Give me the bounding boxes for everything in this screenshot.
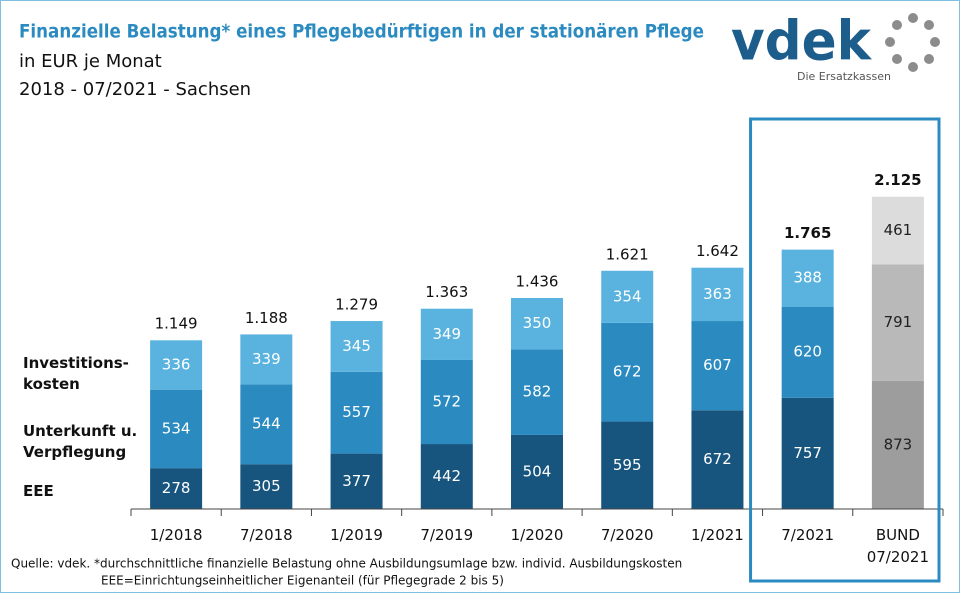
- data-label: 345: [342, 337, 371, 355]
- data-label: 461: [884, 221, 913, 239]
- bar-segment: [691, 410, 744, 509]
- bar-segment: [420, 308, 473, 360]
- data-label: 534: [162, 419, 191, 437]
- bar-segment: [871, 264, 924, 381]
- bar-segment: [150, 340, 203, 390]
- data-label: 620: [793, 343, 822, 361]
- bar-segment: [781, 397, 834, 509]
- bar-segment: [871, 380, 924, 509]
- data-label: 572: [432, 393, 461, 411]
- data-label: 873: [884, 435, 913, 453]
- data-label: 339: [252, 350, 281, 368]
- data-label: 278: [162, 479, 191, 497]
- bar-segment: [240, 464, 293, 509]
- x-tick-label: 7/2020: [600, 526, 654, 544]
- data-label: 544: [252, 415, 281, 433]
- data-label: 377: [342, 472, 371, 490]
- data-label: 557: [342, 403, 371, 421]
- data-label: 757: [793, 444, 822, 462]
- chart-subtitle: in EUR je Monat: [19, 51, 162, 72]
- total-label: 1.621: [606, 245, 649, 263]
- bar-segment: [691, 321, 744, 411]
- bar-segment: [240, 384, 293, 465]
- x-tick-label: 1/2018: [149, 526, 203, 544]
- legend-label: Investitions- kosten: [23, 354, 129, 393]
- data-label: 305: [252, 477, 281, 495]
- data-label: 349: [432, 325, 461, 343]
- x-tick-label: BUND 07/2021: [866, 526, 930, 566]
- logo-tagline: Die Ersatzkassen: [797, 70, 891, 83]
- logo-name: vdek: [731, 10, 872, 73]
- bar-segment: [420, 444, 473, 509]
- bar-segment: [691, 267, 744, 322]
- bar-segment: [781, 306, 834, 398]
- bar-segment: [871, 196, 924, 265]
- data-label: 672: [613, 363, 642, 381]
- bar-segment: [150, 468, 203, 509]
- bar-segment: [240, 334, 293, 385]
- x-tick-label: 7/2021: [781, 526, 835, 544]
- legend-label: Unterkunft u. Verpflegung: [23, 422, 138, 461]
- data-label: 388: [793, 269, 822, 287]
- total-label: 1.642: [696, 242, 739, 260]
- total-label: 1.149: [155, 315, 198, 333]
- x-tick-label: 7/2018: [239, 526, 293, 544]
- chart-title: Finanzielle Belastung* eines Pflegebedür…: [19, 21, 704, 43]
- data-label: 595: [613, 456, 642, 474]
- bar-segment: [511, 434, 563, 509]
- data-label: 363: [703, 285, 732, 303]
- x-tick-label: 1/2021: [691, 526, 744, 544]
- footnote: Quelle: vdek. *durchschnittliche finanzi…: [11, 557, 682, 571]
- bar-segment: [601, 322, 654, 422]
- total-label: 1.765: [784, 224, 831, 242]
- bar-segment: [150, 389, 203, 469]
- bar-segment: [601, 270, 654, 323]
- chart-subtitle: 2018 - 07/2021 - Sachsen: [19, 79, 251, 100]
- highlight-box: [749, 117, 941, 583]
- total-label: 1.436: [516, 272, 559, 290]
- data-label: 607: [703, 356, 732, 374]
- bar-segment: [511, 349, 563, 435]
- data-label: 350: [523, 314, 552, 332]
- data-label: 672: [703, 450, 732, 468]
- bar-segment: [420, 359, 473, 445]
- total-label: 1.279: [335, 296, 378, 314]
- legend-label: EEE: [23, 482, 54, 500]
- x-tick-label: 7/2019: [420, 526, 474, 544]
- bar-segment: [511, 297, 563, 350]
- total-label: 1.363: [425, 283, 468, 301]
- data-label: 582: [523, 383, 552, 401]
- total-label: 1.188: [245, 309, 288, 327]
- total-label: 2.125: [874, 171, 921, 189]
- footnote: EEE=Einrichtungseinheitlicher Eigenantei…: [101, 574, 504, 588]
- x-tick-label: 1/2020: [510, 526, 564, 544]
- data-label: 336: [162, 355, 191, 373]
- bar-segment: [330, 371, 383, 454]
- data-label: 442: [432, 467, 461, 485]
- x-tick-label: 1/2019: [330, 526, 383, 544]
- data-label: 354: [613, 287, 642, 305]
- logo-ring: [885, 13, 940, 72]
- bar-segment: [601, 421, 654, 509]
- bar-segment: [781, 249, 834, 307]
- data-label: 791: [884, 313, 913, 331]
- bar-segment: [330, 321, 383, 372]
- data-label: 504: [523, 462, 552, 480]
- bar-segment: [330, 453, 383, 509]
